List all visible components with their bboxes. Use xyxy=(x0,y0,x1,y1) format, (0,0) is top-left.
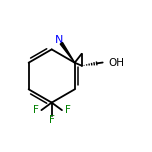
Text: F: F xyxy=(65,105,71,115)
Polygon shape xyxy=(60,43,75,63)
Text: F: F xyxy=(49,115,55,125)
Text: OH: OH xyxy=(108,57,124,67)
Text: N: N xyxy=(55,35,63,45)
Text: F: F xyxy=(33,105,39,115)
